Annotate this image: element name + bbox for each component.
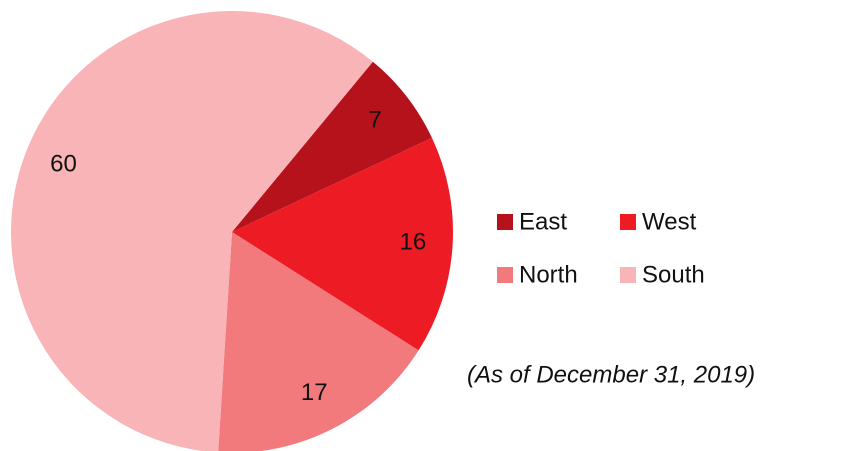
- legend-swatch: [620, 267, 636, 283]
- legend-label: North: [519, 261, 578, 288]
- legend-label: South: [642, 261, 705, 288]
- pie-slice: [11, 11, 373, 451]
- legend-swatch: [620, 214, 636, 230]
- data-label: 16: [400, 229, 427, 256]
- pie-slice: [218, 232, 419, 451]
- legend-label: West: [642, 208, 697, 235]
- legend-swatch: [497, 214, 513, 230]
- data-label: 7: [369, 106, 382, 133]
- legend-swatch: [497, 267, 513, 283]
- note: (As of December 31, 2019): [467, 361, 755, 388]
- pie-slice: [232, 61, 432, 233]
- legend-label: East: [519, 208, 567, 235]
- data-label: 17: [301, 379, 328, 406]
- pie-slice: [232, 137, 453, 351]
- data-label: 60: [50, 151, 77, 178]
